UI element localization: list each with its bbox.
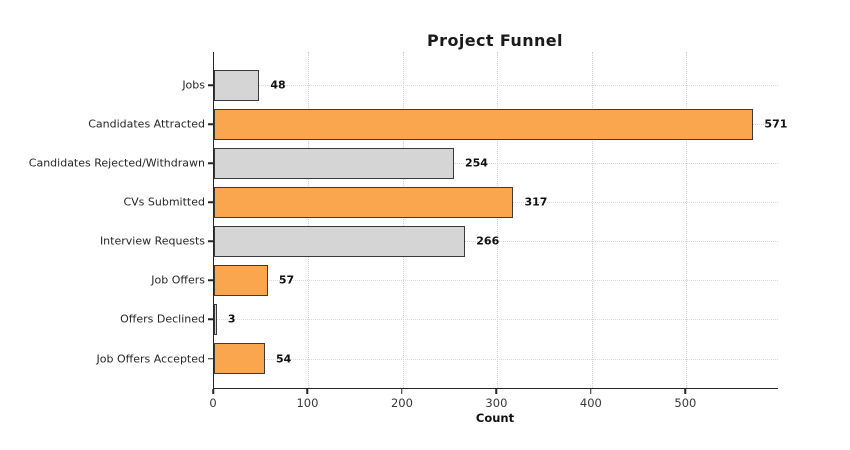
y-tick-mark-interview-requests xyxy=(208,240,213,243)
x-tick-label-300: 300 xyxy=(485,396,508,410)
y-tick-label-job-offers: Job Offers xyxy=(151,273,205,287)
bar-jobs xyxy=(214,69,260,101)
value-label-job-offers: 57 xyxy=(278,273,295,287)
horizontal-gridline-candidates-rejected-withdrawn xyxy=(214,163,778,165)
y-tick-label-interview-requests: Interview Requests xyxy=(99,234,205,248)
value-label-candidates-rejected-withdrawn: 254 xyxy=(464,156,488,170)
bar-candidates-attracted xyxy=(214,108,754,140)
x-tick-label-0: 0 xyxy=(209,396,217,410)
x-tick-mark-0 xyxy=(212,389,214,394)
value-label-jobs: 48 xyxy=(270,78,286,92)
horizontal-gridline-jobs xyxy=(214,85,778,86)
y-tick-label-candidates-rejected-withdrawn: Candidates Rejected/Withdrawn xyxy=(28,156,205,170)
x-axis-title: Count xyxy=(475,411,515,425)
y-tick-mark-offers-declined xyxy=(208,318,213,321)
y-tick-mark-job-offers xyxy=(208,279,213,282)
bar-candidates-rejected-withdrawn xyxy=(214,147,454,179)
horizontal-gridline-offers-declined xyxy=(214,319,778,321)
x-tick-label-500: 500 xyxy=(674,396,697,410)
bar-job-offers xyxy=(214,264,268,296)
y-tick-label-offers-declined: Offers Declined xyxy=(120,312,205,326)
y-tick-mark-cvs-submitted xyxy=(208,201,213,203)
y-tick-label-candidates-attracted: Candidates Attracted xyxy=(88,117,205,131)
y-tick-mark-candidates-rejected-withdrawn xyxy=(208,162,213,164)
bar-cvs-submitted xyxy=(214,186,514,218)
bar-interview-requests xyxy=(214,225,466,257)
y-tick-label-job-offers-accepted: Job Offers Accepted xyxy=(96,352,205,365)
x-tick-mark-100 xyxy=(306,389,309,394)
x-tick-label-200: 200 xyxy=(390,396,413,410)
value-label-interview-requests: 266 xyxy=(476,234,500,248)
horizontal-gridline-interview-requests xyxy=(214,241,778,243)
bar-job-offers-accepted xyxy=(214,343,265,374)
y-tick-mark-job-offers-accepted xyxy=(208,357,213,360)
value-label-candidates-attracted: 571 xyxy=(764,117,788,131)
x-tick-mark-300 xyxy=(495,389,498,394)
vertical-gridline-300 xyxy=(497,52,499,388)
horizontal-gridline-job-offers xyxy=(214,280,778,282)
y-tick-label-cvs-submitted: CVs Submitted xyxy=(123,195,205,209)
value-label-job-offers-accepted: 54 xyxy=(276,352,292,365)
x-tick-label-100: 100 xyxy=(296,396,319,410)
y-tick-mark-jobs xyxy=(208,84,213,86)
vertical-gridline-500 xyxy=(686,52,688,388)
y-tick-mark-candidates-attracted xyxy=(208,123,213,125)
x-tick-mark-500 xyxy=(684,389,687,394)
y-tick-label-jobs: Jobs xyxy=(182,78,205,92)
vertical-gridline-100 xyxy=(308,52,310,388)
bar-offers-declined xyxy=(214,303,217,335)
horizontal-gridline-job-offers-accepted xyxy=(214,358,778,360)
vertical-gridline-200 xyxy=(402,52,404,388)
value-label-cvs-submitted: 317 xyxy=(524,195,548,209)
x-tick-mark-400 xyxy=(590,389,592,394)
x-tick-mark-200 xyxy=(401,389,403,394)
vertical-gridline-400 xyxy=(591,52,593,388)
value-label-offers-declined: 3 xyxy=(227,312,236,326)
plot-area: 48 571 254 317 266 57 3 54 xyxy=(213,52,787,389)
x-tick-label-400: 400 xyxy=(579,396,602,410)
chart-title: Project Funnel xyxy=(427,31,563,50)
